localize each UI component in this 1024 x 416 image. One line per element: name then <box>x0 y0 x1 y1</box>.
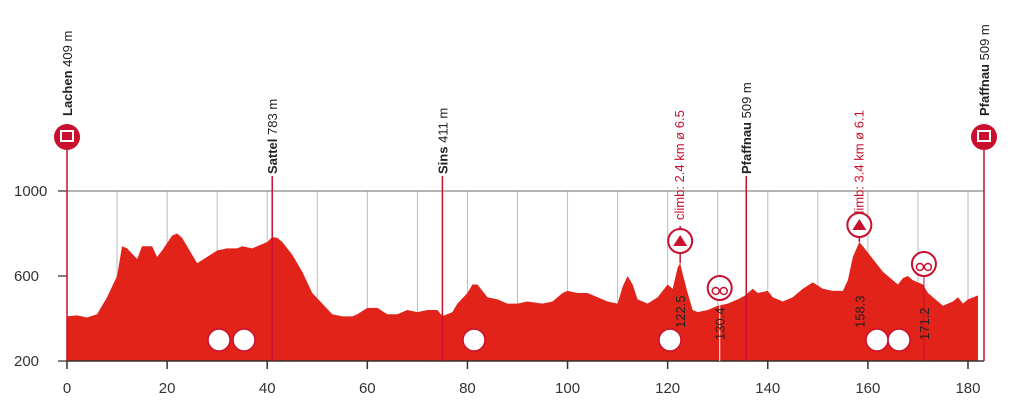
sprint-icon <box>910 251 937 277</box>
place-icon-glyph <box>977 130 991 142</box>
sprint-km: 130.4 <box>713 307 728 340</box>
x-tick-label: 40 <box>259 380 276 397</box>
place-elevation: 509 m <box>977 24 992 60</box>
place-name: Sins <box>435 147 450 174</box>
place-name: Sattel <box>265 139 280 174</box>
place-label: Sins 411 m <box>435 108 450 174</box>
place-elevation: 409 m <box>60 31 75 67</box>
y-tick-label: 1000 <box>14 183 47 200</box>
sprint-km: 171.2 <box>917 307 932 340</box>
sprint-wheel <box>915 262 925 272</box>
climb-km: 122.5 <box>673 295 688 328</box>
sprint-wheel <box>923 262 933 272</box>
place-elevation: 411 m <box>435 108 450 143</box>
feed-icons <box>207 328 911 352</box>
climb-icon-glyph <box>673 235 688 246</box>
climb-km: 158.3 <box>852 295 867 328</box>
place-label: Lachen 409 m <box>60 31 75 116</box>
sprint-icon <box>706 275 733 301</box>
sprint-wheel <box>719 286 728 296</box>
place-label: Sattel 783 m <box>265 99 280 174</box>
place-name: Pfaffnau <box>977 64 992 116</box>
x-tick-label: 180 <box>955 380 980 397</box>
x-tick-label: 80 <box>459 380 476 397</box>
y-tick-label: 600 <box>14 268 39 285</box>
sprint-wheel <box>711 286 720 296</box>
place-name: Pfaffnau <box>739 122 754 174</box>
place-icon <box>971 124 997 150</box>
climb-icon-glyph <box>852 219 867 230</box>
x-tick-label: 120 <box>655 380 680 397</box>
climb-label: climb: 3.4 km ø 6.1 <box>851 110 866 220</box>
climb-label: climb: 2.4 km ø 6.5 <box>672 110 687 220</box>
x-tick-label: 140 <box>755 380 780 397</box>
x-tick-label: 20 <box>159 380 176 397</box>
x-tick-label: 60 <box>359 380 376 397</box>
x-tick-label: 0 <box>63 380 71 397</box>
elevation-area <box>67 233 978 361</box>
y-tick-label: 200 <box>14 353 39 370</box>
place-icon <box>54 124 80 150</box>
place-label: Pfaffnau 509 m <box>977 24 992 116</box>
place-name: Lachen <box>60 70 75 116</box>
x-tick-label: 100 <box>555 380 580 397</box>
place-label: Pfaffnau 509 m <box>739 82 754 174</box>
x-tick-label: 160 <box>855 380 880 397</box>
place-elevation: 783 m <box>265 99 280 135</box>
place-icon-glyph <box>60 130 74 142</box>
place-elevation: 509 m <box>739 82 754 118</box>
